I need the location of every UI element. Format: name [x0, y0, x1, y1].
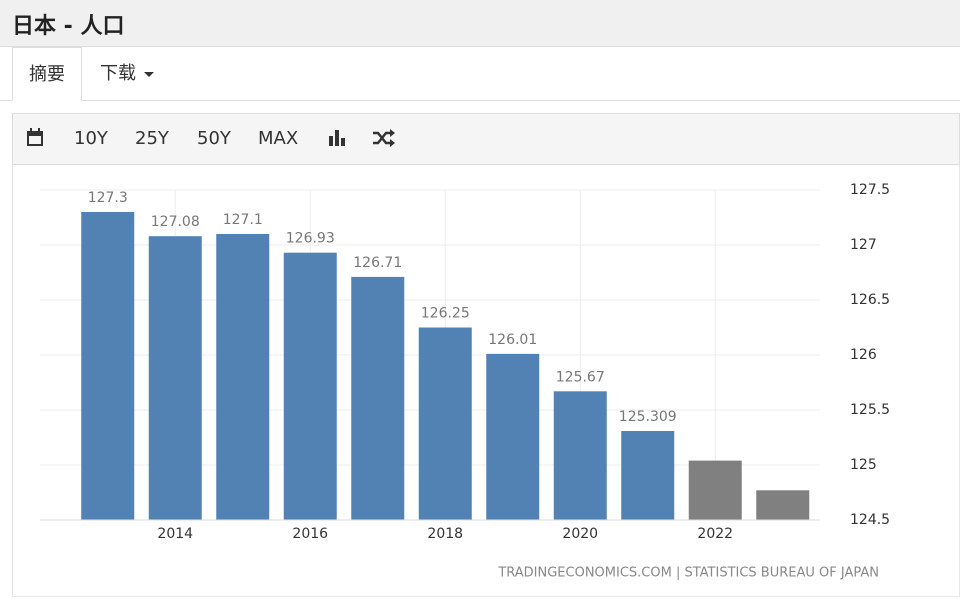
toolbar: 10Y 25Y 50Y MAX [12, 113, 960, 165]
bar [351, 276, 405, 520]
y-tick-label: 125.5 [850, 402, 890, 418]
bar [486, 353, 540, 520]
y-tick-label: 127 [850, 237, 877, 253]
y-tick-label: 126 [850, 347, 877, 363]
calendar-icon[interactable] [25, 126, 55, 156]
bar [216, 234, 270, 520]
data-label: 126.01 [488, 332, 537, 348]
range-button[interactable]: MAX [258, 128, 299, 149]
x-tick-label: 2022 [697, 526, 733, 542]
data-label: 125.67 [556, 369, 605, 385]
y-tick-label: 125 [850, 457, 877, 473]
shuffle-icon[interactable] [371, 126, 397, 156]
data-label: 127.3 [88, 190, 128, 206]
data-label: 127.1 [223, 212, 263, 228]
bar [283, 252, 337, 520]
y-tick-label: 124.5 [850, 512, 890, 528]
data-label: 126.71 [353, 255, 402, 271]
header: 日本 - 人口 [0, 0, 960, 47]
tabs: 摘要 下载 [0, 47, 960, 101]
x-tick-label: 2018 [427, 526, 463, 542]
range-button[interactable]: 25Y [135, 128, 169, 149]
page-title: 日本 - 人口 [12, 14, 125, 39]
bar [81, 212, 135, 520]
x-tick-label: 2016 [292, 526, 328, 542]
bar [621, 431, 675, 520]
data-label: 125.309 [619, 409, 677, 425]
range-button[interactable]: 10Y [74, 128, 108, 149]
bar [553, 391, 607, 520]
y-tick-label: 127.5 [850, 182, 890, 198]
data-label: 127.08 [151, 214, 200, 230]
bar [148, 236, 202, 520]
y-tick-label: 126.5 [850, 292, 890, 308]
x-tick-label: 2020 [562, 526, 598, 542]
tab[interactable]: 摘要 [12, 47, 82, 101]
source: TRADINGECONOMICS.COM | STATISTICS BUREAU… [497, 566, 879, 581]
bar [756, 490, 810, 520]
data-label: 126.93 [286, 231, 335, 247]
x-tick-label: 2014 [157, 526, 193, 542]
data-label: 126.25 [421, 306, 470, 322]
range-button[interactable]: 50Y [197, 128, 231, 149]
bar [418, 327, 472, 520]
chart-type-icon[interactable] [327, 126, 351, 156]
tab[interactable]: 下载 [100, 47, 154, 100]
bar [688, 460, 742, 520]
